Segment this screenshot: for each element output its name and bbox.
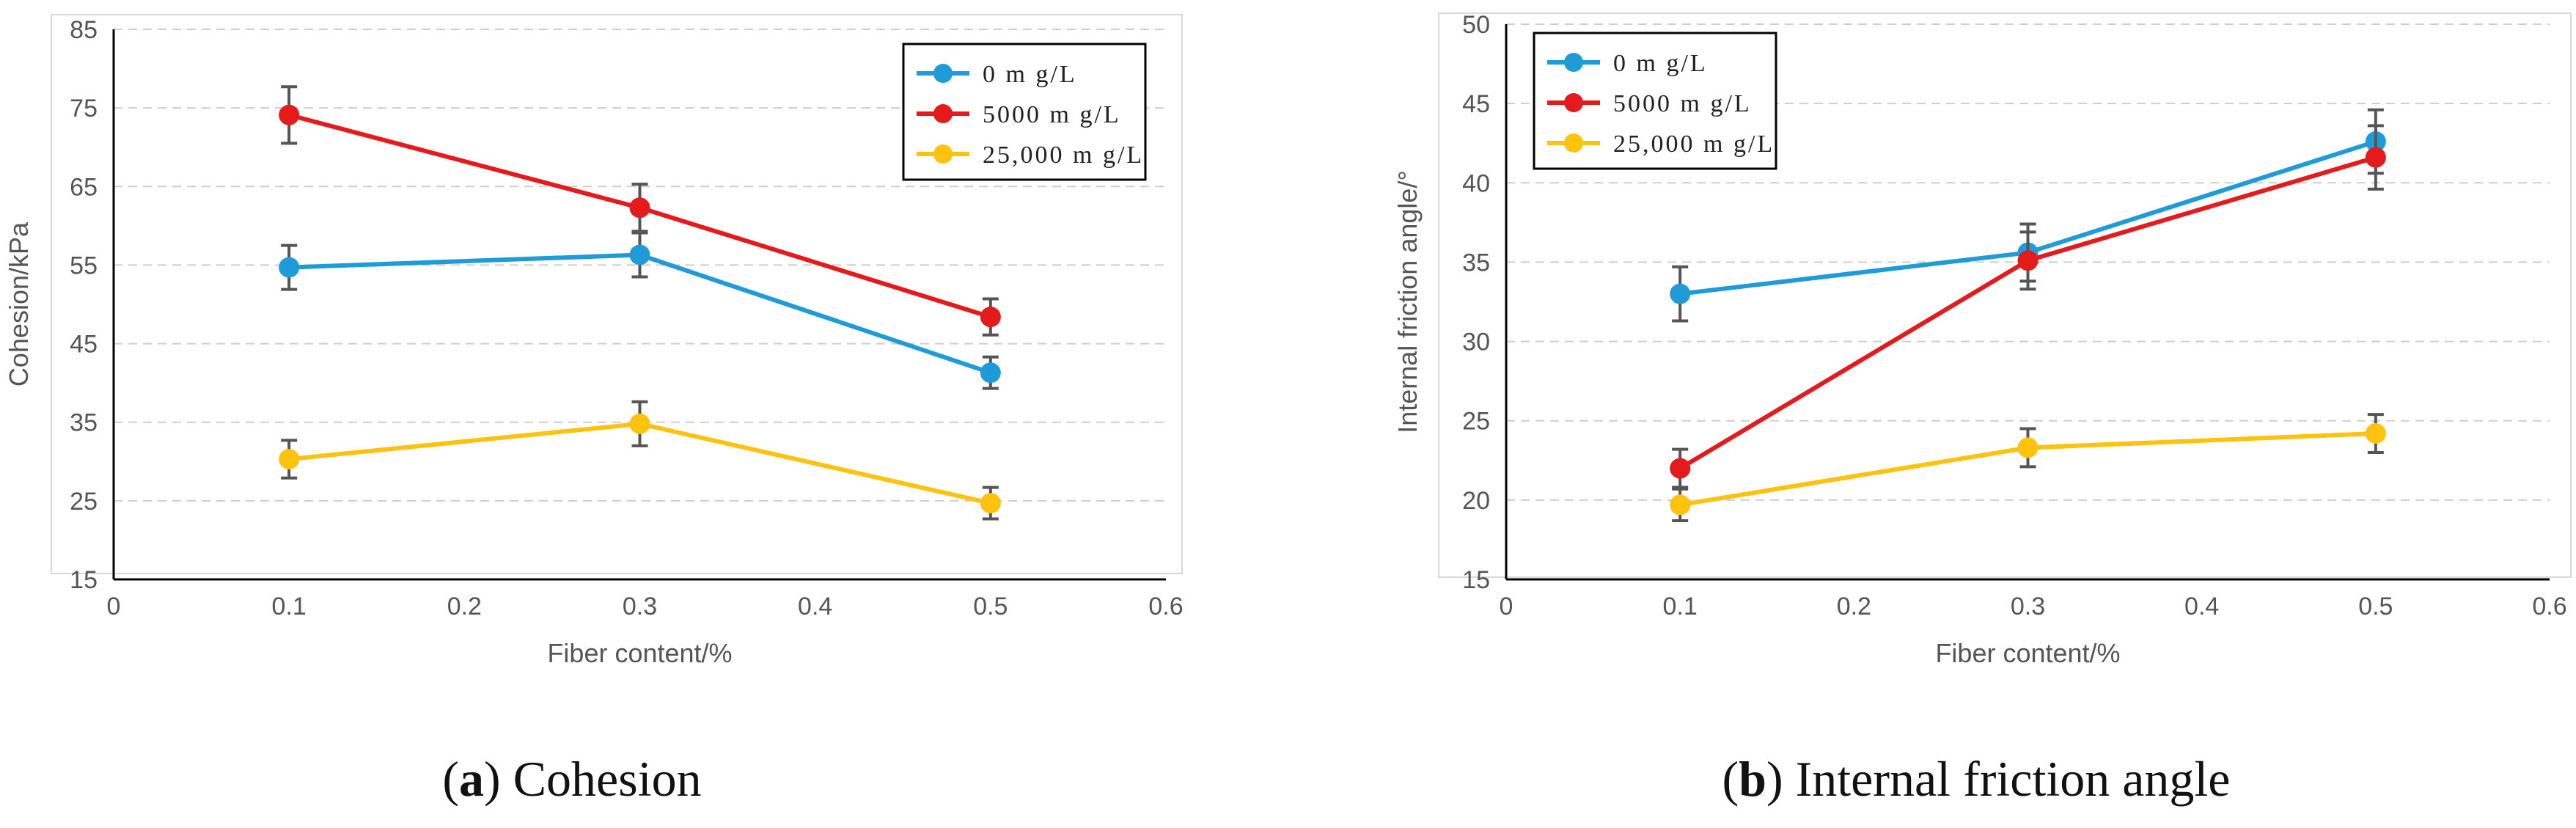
caption-close: ) [484, 751, 501, 807]
chart-frame [51, 14, 1183, 574]
x-axis-title: Fiber content/% [1935, 638, 2120, 668]
y-tick-label: 45 [1462, 90, 1490, 118]
data-point [2017, 250, 2039, 271]
subfigure-caption: (a) Cohesion [442, 751, 701, 807]
legend-swatch-marker [1564, 133, 1583, 153]
y-tick-label: 65 [70, 173, 98, 201]
legend-label: 25,000 m g/L [1613, 131, 1775, 158]
x-tick-label: 0.5 [2358, 593, 2393, 620]
legend-label: 0 m g/L [1613, 50, 1708, 77]
legend-swatch-marker [933, 104, 953, 123]
series-2 [1670, 413, 2386, 522]
x-tick-label: 0 [1500, 593, 1513, 620]
caption-open: ( [1722, 751, 1739, 807]
y-tick-label: 30 [1462, 329, 1490, 356]
y-tick-label: 35 [1462, 249, 1490, 276]
data-point [629, 413, 650, 434]
data-point [279, 257, 300, 278]
x-tick-label: 0.4 [2184, 593, 2219, 620]
y-tick-label: 15 [70, 566, 98, 594]
y-tick-label: 75 [70, 95, 98, 122]
series-1 [1670, 124, 2386, 489]
subfigure-caption: (b) Internal friction angle [1722, 751, 2231, 807]
data-point [980, 362, 1001, 384]
caption-open: ( [442, 751, 459, 807]
x-axis-title: Fiber content/% [547, 638, 732, 668]
series-2 [279, 400, 1001, 521]
legend-swatch-marker [933, 64, 953, 83]
x-tick-label: 0.3 [2011, 593, 2045, 620]
chart-a-cohesion: 15 25 35 45 55 65 75 85 0 0.1 0.2 0.3 0.4 0.5 0.6 Fiber… [4, 14, 1184, 807]
data-point [980, 493, 1001, 514]
data-point [2365, 147, 2386, 168]
x-tick-label: 0.4 [798, 593, 832, 620]
caption-text: Internal friction angle [1783, 751, 2231, 807]
data-point [2017, 437, 2039, 458]
x-tick-label: 0.6 [1148, 593, 1183, 620]
x-tick-label: 0.1 [1663, 593, 1698, 620]
chart-frame [1438, 12, 2572, 578]
data-point [1670, 458, 1691, 479]
data-point [980, 307, 1001, 328]
data-point [629, 197, 650, 219]
caption-text: Cohesion [501, 751, 702, 807]
x-tick-label: 0.1 [272, 593, 307, 620]
legend-swatch-marker [1564, 93, 1583, 112]
series-1 [279, 85, 1001, 337]
data-point [279, 449, 300, 470]
y-tick-label: 35 [70, 409, 98, 437]
y-tick-label: 25 [1462, 408, 1490, 436]
x-tick-label: 0.6 [2532, 593, 2566, 620]
y-tick-label: 85 [70, 16, 98, 44]
legend-label: 5000 m g/L [1613, 90, 1752, 117]
x-tick-label: 0.2 [1837, 593, 1871, 620]
caption-letter: b [1739, 751, 1766, 807]
x-tick-label: 0 [107, 593, 121, 620]
legend-label: 5000 m g/L [983, 101, 1121, 128]
x-tick-label: 0.5 [973, 593, 1008, 620]
data-point [1670, 494, 1691, 516]
y-tick-label: 50 [1462, 11, 1490, 39]
x-tick-label: 0.3 [623, 593, 657, 620]
data-point [1670, 283, 1691, 304]
y-tick-label: 25 [70, 488, 98, 516]
data-point [279, 104, 300, 125]
y-tick-label: 20 [1462, 487, 1490, 515]
y-axis-title: Cohesion/kPa [4, 221, 34, 386]
legend-label: 0 m g/L [983, 61, 1077, 88]
y-tick-label: 40 [1462, 169, 1490, 197]
chart-b-friction-angle: 15 20 25 30 35 40 45 50 0 0.1 0.2 0.3 0.4 0.5 0.6 Fiber… [1392, 11, 2572, 807]
y-axis-title: Internal friction angle/° [1392, 170, 1423, 433]
legend: 0 m g/L 5000 m g/L 25,000 m g/L [1533, 32, 1777, 170]
series-0 [279, 231, 1001, 390]
x-tick-label: 0.2 [447, 593, 482, 620]
legend-swatch-marker [1564, 53, 1583, 72]
data-point [2365, 423, 2386, 444]
y-tick-label: 45 [70, 331, 98, 359]
data-point [629, 244, 650, 265]
legend: 0 m g/L 5000 m g/L 25,000 m g/L [902, 43, 1147, 181]
caption-letter: a [459, 751, 484, 807]
legend-swatch-marker [933, 144, 953, 164]
y-tick-label: 55 [70, 252, 98, 279]
caption-close: ) [1766, 751, 1783, 807]
series-line [1678, 155, 2377, 471]
legend-label: 25,000 m g/L [983, 142, 1144, 169]
y-tick-label: 15 [1462, 566, 1490, 594]
